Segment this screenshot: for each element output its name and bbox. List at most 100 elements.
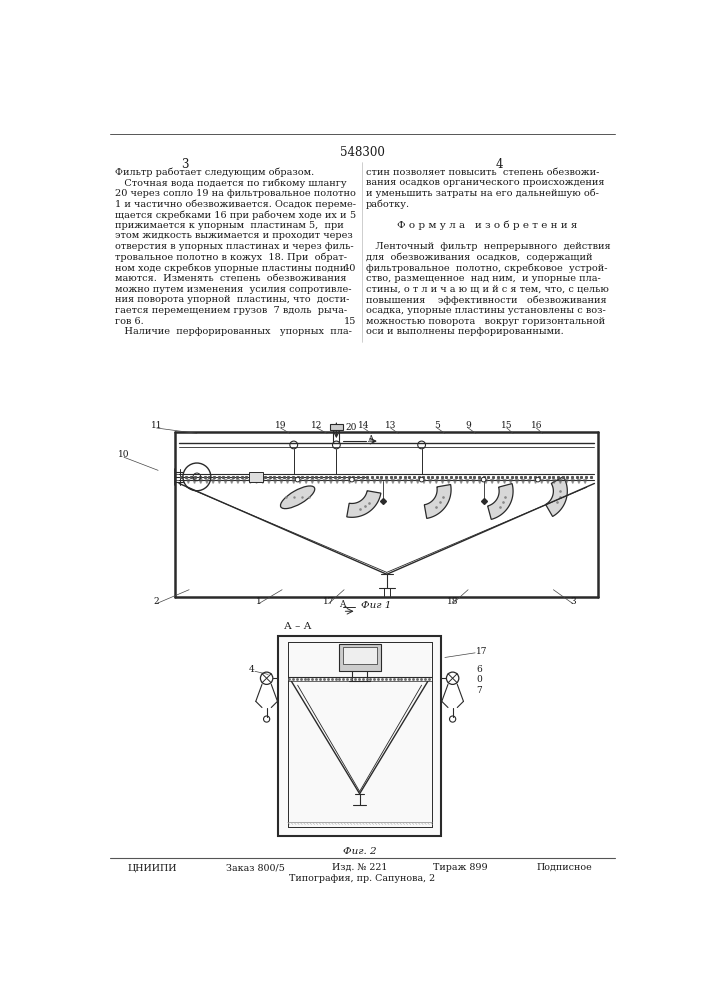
Text: можностью поворота   вокруг горизонтальной: можностью поворота вокруг горизонтальной — [366, 317, 605, 326]
Text: 20: 20 — [346, 423, 357, 432]
Text: Изд. № 221: Изд. № 221 — [332, 863, 388, 872]
Text: 1 и частично обезвоживается. Осадок переме-: 1 и частично обезвоживается. Осадок пере… — [115, 200, 356, 209]
Text: повышения    эффективности   обезвоживания: повышения эффективности обезвоживания — [366, 295, 607, 305]
Polygon shape — [298, 480, 301, 483]
Polygon shape — [397, 480, 401, 483]
Text: 15: 15 — [344, 317, 356, 326]
Text: Наличие  перфорированных   упорных  пла-: Наличие перфорированных упорных пла- — [115, 327, 351, 336]
Polygon shape — [491, 480, 493, 483]
Text: работку.: работку. — [366, 200, 410, 209]
Text: 6: 6 — [476, 665, 481, 674]
Text: 3: 3 — [570, 597, 575, 606]
Polygon shape — [424, 485, 451, 518]
Text: 13: 13 — [385, 421, 397, 430]
Text: ния поворота упорной  пластины, что  дости-: ния поворота упорной пластины, что дости… — [115, 295, 349, 304]
Bar — [339, 644, 381, 671]
Text: 9: 9 — [465, 421, 471, 430]
Polygon shape — [441, 480, 444, 483]
Polygon shape — [292, 480, 296, 483]
Text: 4: 4 — [496, 158, 503, 172]
Polygon shape — [274, 480, 276, 483]
Text: 1: 1 — [256, 597, 262, 606]
Polygon shape — [565, 480, 568, 483]
Polygon shape — [435, 480, 438, 483]
Polygon shape — [311, 480, 314, 483]
Polygon shape — [534, 480, 537, 483]
Polygon shape — [249, 480, 252, 483]
Text: A: A — [339, 600, 346, 609]
Text: 16: 16 — [530, 421, 542, 430]
Polygon shape — [410, 480, 413, 483]
Polygon shape — [224, 480, 227, 483]
Polygon shape — [329, 480, 332, 483]
Text: 18: 18 — [447, 597, 458, 606]
Polygon shape — [503, 480, 506, 483]
Text: ство, размещенное  над ним,  и упорные пла-: ство, размещенное над ним, и упорные пла… — [366, 274, 600, 283]
Text: Ф о р м у л а   и з о б р е т е н и я: Ф о р м у л а и з о б р е т е н и я — [397, 221, 578, 230]
Circle shape — [535, 477, 540, 482]
Text: Фиг 1: Фиг 1 — [361, 601, 392, 610]
Polygon shape — [305, 480, 308, 483]
Circle shape — [481, 477, 486, 482]
Polygon shape — [478, 480, 481, 483]
Polygon shape — [416, 480, 419, 483]
Text: Фиг. 2: Фиг. 2 — [343, 847, 376, 856]
Ellipse shape — [281, 486, 315, 509]
Text: Типография, пр. Сапунова, 2: Типография, пр. Сапунова, 2 — [289, 874, 435, 883]
Text: 548300: 548300 — [339, 146, 385, 159]
Polygon shape — [553, 480, 556, 483]
Polygon shape — [460, 480, 462, 483]
Text: оси и выполнены перфорированными.: оси и выполнены перфорированными. — [366, 327, 563, 336]
Text: стины, о т л и ч а ю щ и й с я тем, что, с целью: стины, о т л и ч а ю щ и й с я тем, что,… — [366, 285, 609, 294]
Polygon shape — [206, 480, 209, 483]
Circle shape — [419, 477, 424, 482]
Circle shape — [349, 477, 354, 482]
Polygon shape — [453, 480, 457, 483]
Polygon shape — [379, 480, 382, 483]
Polygon shape — [193, 480, 196, 483]
Text: 4: 4 — [248, 665, 254, 674]
Text: Подписное: Подписное — [537, 863, 592, 872]
Text: ЦНИИПИ: ЦНИИПИ — [127, 863, 177, 872]
Polygon shape — [323, 480, 327, 483]
Circle shape — [296, 477, 300, 482]
Polygon shape — [497, 480, 500, 483]
Polygon shape — [404, 480, 407, 483]
Polygon shape — [422, 480, 426, 483]
Text: 12: 12 — [311, 421, 322, 430]
Text: осадка, упорные пластины установлены с воз-: осадка, упорные пластины установлены с в… — [366, 306, 606, 315]
Text: фильтровальное  полотно, скребковое  устрой-: фильтровальное полотно, скребковое устро… — [366, 263, 607, 273]
Text: Заказ 800/5: Заказ 800/5 — [226, 863, 285, 872]
Polygon shape — [346, 491, 381, 517]
Polygon shape — [367, 480, 370, 483]
Polygon shape — [559, 480, 562, 483]
Text: вания осадков органического происхождения: вания осадков органического происхождени… — [366, 178, 604, 187]
Text: 2: 2 — [153, 597, 159, 606]
Text: прижимается к упорным  пластинам 5,  при: прижимается к упорным пластинам 5, при — [115, 221, 344, 230]
Text: 10: 10 — [118, 450, 130, 459]
Text: 5: 5 — [350, 211, 356, 220]
Polygon shape — [187, 480, 190, 483]
Text: 3: 3 — [182, 158, 189, 172]
Bar — [249, 472, 263, 482]
Text: 17: 17 — [323, 597, 334, 606]
Text: 17: 17 — [476, 647, 487, 656]
Polygon shape — [218, 480, 221, 483]
Polygon shape — [348, 480, 351, 483]
Polygon shape — [509, 480, 513, 483]
Polygon shape — [472, 480, 475, 483]
Text: щается скребками 16 при рабочем ходе их и: щается скребками 16 при рабочем ходе их … — [115, 210, 346, 220]
Polygon shape — [230, 480, 233, 483]
Text: 14: 14 — [358, 421, 369, 430]
Polygon shape — [466, 480, 469, 483]
Text: и уменьшить затраты на его дальнейшую об-: и уменьшить затраты на его дальнейшую об… — [366, 189, 599, 198]
Text: А – А: А – А — [284, 622, 311, 631]
Polygon shape — [522, 480, 525, 483]
Text: 11: 11 — [151, 421, 163, 430]
Text: этом жидкость выжимается и проходит через: этом жидкость выжимается и проходит чере… — [115, 231, 353, 240]
Polygon shape — [448, 480, 450, 483]
Text: гается перемещением грузов  7 вдоль  рыча-: гается перемещением грузов 7 вдоль рыча- — [115, 306, 347, 315]
Bar — [343, 647, 378, 664]
Polygon shape — [392, 480, 395, 483]
Text: 0: 0 — [476, 675, 481, 684]
